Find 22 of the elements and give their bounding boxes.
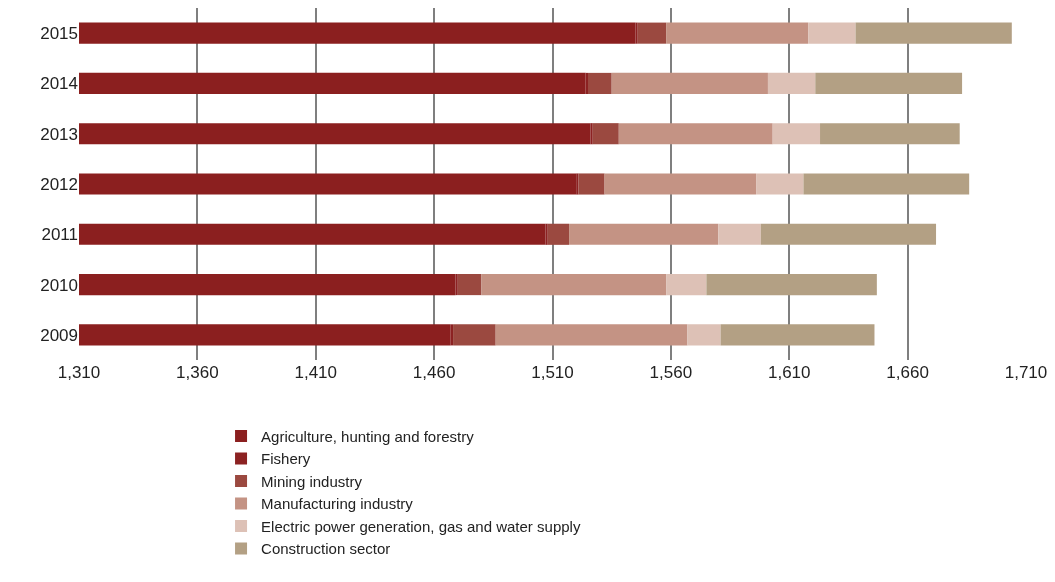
y-tick-label: 2012 xyxy=(40,174,78,194)
y-tick-label: 2011 xyxy=(41,225,78,245)
legend-label: Manufacturing industry xyxy=(261,495,414,513)
x-tick-label: 1,560 xyxy=(649,363,693,382)
legend-label: Fishery xyxy=(261,450,311,468)
legend-label: Agriculture, hunting and forestry xyxy=(261,427,475,445)
x-tick-label: 1,410 xyxy=(294,363,338,382)
legend-label: Construction sector xyxy=(261,540,391,558)
x-tick-label: 1,310 xyxy=(57,363,101,382)
x-tick-label: 1,710 xyxy=(1004,363,1048,382)
legend-label: Mining industry xyxy=(261,472,363,490)
y-tick-label: 2014 xyxy=(40,74,78,94)
x-tick-label: 1,460 xyxy=(412,363,456,382)
x-tick-label: 1,360 xyxy=(176,363,219,382)
y-tick-label: 2013 xyxy=(40,124,78,144)
y-tick-label: 2015 xyxy=(40,24,78,44)
y-tick-label: 2009 xyxy=(40,325,78,345)
x-tick-label: 1,510 xyxy=(531,363,574,382)
y-tick-label: 2010 xyxy=(40,275,78,295)
x-tick-label: 1,610 xyxy=(767,363,811,382)
x-tick-label: 1,660 xyxy=(886,363,929,382)
legend-label: Electric power generation, gas and water supply xyxy=(261,517,581,535)
